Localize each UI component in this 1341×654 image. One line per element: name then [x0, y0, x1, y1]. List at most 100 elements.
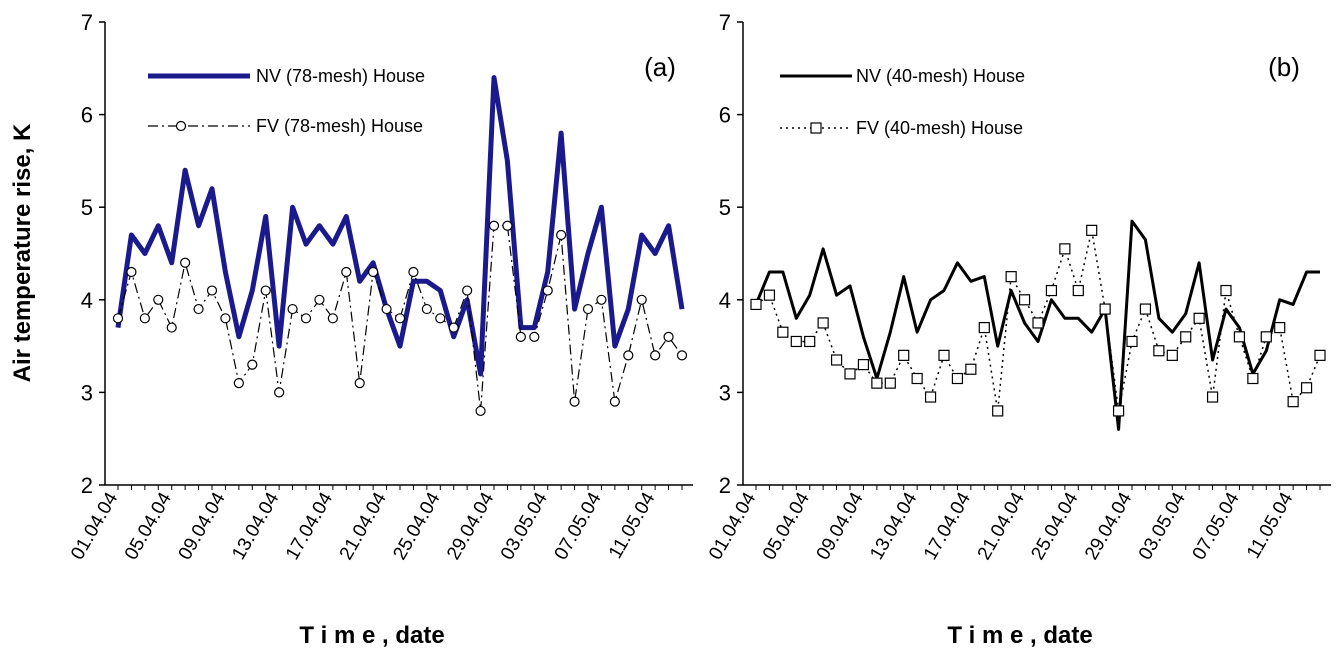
x-tick-label-a-7: 29.04.04 — [443, 489, 498, 564]
data-point-a-1-27 — [475, 405, 486, 417]
data-point-a-1-30 — [515, 331, 526, 342]
data-point-b-1-40 — [1287, 396, 1299, 408]
data-point-a-1-33 — [556, 229, 567, 241]
data-point-a-1-34 — [569, 396, 580, 407]
data-point-b-1-7 — [844, 368, 856, 380]
data-point-a-1-11 — [260, 285, 271, 296]
data-point-b-1-42 — [1314, 349, 1326, 361]
data-point-a-1-12 — [274, 387, 285, 398]
data-point-b-1-8 — [857, 359, 870, 371]
data-point-b-1-11 — [898, 349, 910, 361]
panel-label-a: (a) — [644, 52, 676, 82]
data-point-a-1-42 — [676, 350, 688, 361]
x-tick-label-b-1: 05.04.04 — [759, 489, 814, 564]
data-point-a-1-29 — [502, 220, 513, 231]
data-point-a-1-18 — [354, 378, 365, 389]
x-tick-label-a-5: 21.04.04 — [336, 489, 391, 564]
data-point-b-1-33 — [1193, 312, 1205, 324]
data-point-b-1-15 — [951, 372, 964, 385]
data-point-b-1-12 — [911, 372, 923, 385]
data-point-a-1-17 — [341, 266, 352, 278]
data-point-a-1-15 — [314, 294, 325, 305]
data-point-b-1-34 — [1206, 391, 1219, 403]
data-point-a-1-23 — [421, 303, 432, 315]
data-point-a-1-0 — [112, 313, 124, 324]
data-point-b-1-0 — [750, 298, 762, 311]
y-tick-label-b-2: 4 — [719, 288, 731, 313]
data-point-b-1-18 — [992, 405, 1004, 417]
data-point-b-1-9 — [871, 377, 883, 389]
data-point-b-1-38 — [1260, 331, 1272, 343]
x-axis-title-a: T i m e , date — [299, 622, 444, 649]
y-tick-label-b-0: 2 — [719, 473, 731, 498]
chart-panel-a: Air temperature rise, K T i m e , date (… — [9, 10, 693, 649]
x-tick-label-a-1: 05.04.04 — [121, 489, 176, 564]
legend-label-fv-40: FV (40-mesh) House — [856, 118, 1023, 138]
data-point-a-1-38 — [623, 350, 634, 361]
data-point-b-1-37 — [1247, 372, 1259, 385]
x-tick-label-b-7: 29.04.04 — [1081, 489, 1136, 564]
data-point-a-1-2 — [139, 313, 150, 324]
data-point-a-1-41 — [663, 331, 674, 342]
data-point-b-1-41 — [1300, 382, 1313, 394]
chart-panel-b: T i m e , date (b) NV (40-mesh) House FV… — [705, 10, 1331, 649]
legend-marker-fv-78 — [175, 120, 187, 132]
data-point-a-1-4 — [166, 322, 177, 333]
data-point-a-1-37 — [609, 396, 620, 407]
data-point-b-1-19 — [1005, 271, 1017, 283]
data-point-b-1-3 — [790, 335, 802, 348]
data-point-a-1-32 — [542, 285, 553, 296]
data-point-a-1-19 — [368, 266, 379, 278]
data-point-a-1-14 — [300, 313, 312, 324]
x-tick-label-a-2: 09.04.04 — [175, 489, 230, 564]
data-point-b-1-17 — [978, 321, 990, 334]
data-point-a-1-21 — [394, 313, 406, 324]
data-point-b-1-4 — [804, 335, 816, 348]
data-point-a-1-9 — [233, 378, 244, 389]
y-tick-label-b-5: 7 — [719, 10, 731, 35]
y-axis-title-a: Air temperature rise, K — [9, 123, 36, 382]
x-tick-label-a-0: 01.04.04 — [67, 489, 122, 564]
x-axis-title-b: T i m e , date — [947, 622, 1092, 649]
y-tick-label-a-3: 5 — [81, 195, 93, 220]
legend-marker-fv-40 — [810, 122, 822, 134]
data-point-b-1-25 — [1086, 224, 1098, 236]
y-tick-label-a-5: 7 — [81, 10, 93, 35]
data-point-b-1-5 — [817, 317, 829, 329]
data-point-b-1-23 — [1059, 243, 1071, 255]
data-point-a-1-31 — [529, 331, 540, 342]
data-point-b-1-6 — [830, 354, 843, 366]
data-point-b-1-2 — [777, 326, 789, 338]
data-point-a-1-40 — [650, 350, 661, 361]
series-line-a-0 — [115, 75, 685, 377]
data-point-b-1-26 — [1099, 303, 1111, 315]
data-point-b-1-21 — [1032, 317, 1044, 329]
data-point-a-1-3 — [153, 294, 164, 305]
x-tick-label-a-6: 25.04.04 — [389, 489, 444, 564]
legend-label-nv-40: NV (40-mesh) House — [856, 66, 1025, 86]
x-tick-label-b-9: 07.05.04 — [1189, 489, 1244, 564]
data-point-b-1-1 — [763, 289, 776, 301]
data-point-a-1-8 — [220, 313, 231, 324]
data-point-a-1-7 — [206, 285, 218, 296]
x-tick-label-b-10: 11.05.04 — [1243, 489, 1298, 563]
data-point-a-1-5 — [180, 257, 191, 268]
legend-label-fv-78: FV (78-mesh) House — [256, 116, 423, 136]
x-tick-label-b-0: 01.04.04 — [705, 489, 760, 564]
data-point-b-1-35 — [1220, 284, 1232, 297]
x-tick-label-a-8: 03.05.04 — [497, 489, 552, 564]
data-point-a-1-22 — [408, 266, 419, 278]
y-tick-label-a-1: 3 — [81, 380, 93, 405]
data-point-a-1-13 — [287, 303, 298, 315]
x-tick-label-b-4: 17.04.04 — [920, 489, 975, 564]
legend-a: NV (78-mesh) House FV (78-mesh) House — [148, 66, 425, 136]
legend-label-nv-78: NV (78-mesh) House — [256, 66, 425, 86]
data-point-a-1-20 — [381, 303, 392, 315]
x-tick-label-a-9: 07.05.04 — [551, 489, 606, 564]
series-line-b-0 — [754, 219, 1320, 431]
y-tick-label-a-4: 6 — [81, 103, 93, 128]
data-point-b-1-13 — [924, 391, 937, 403]
data-point-b-1-31 — [1166, 349, 1178, 361]
data-point-a-1-16 — [327, 313, 338, 324]
